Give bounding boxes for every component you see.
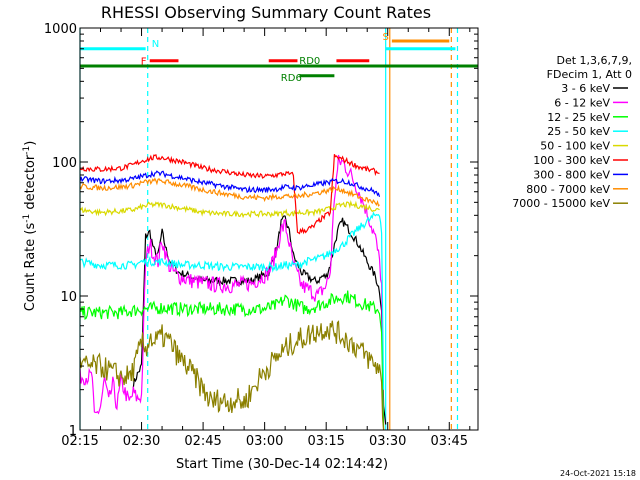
x-tick-label: 02:45 bbox=[184, 434, 221, 449]
legend-entry-label: 300 - 800 keV bbox=[533, 168, 610, 181]
x-tick-label: 03:45 bbox=[431, 434, 468, 449]
x-tick-label: 03:15 bbox=[307, 434, 344, 449]
x-axis-label: Start Time (30-Dec-14 02:14:42) bbox=[176, 457, 388, 472]
x-tick-label: 03:00 bbox=[246, 434, 283, 449]
legend-entry-label: 800 - 7000 keV bbox=[526, 183, 610, 196]
series-line-800-7000 bbox=[79, 177, 380, 207]
series-line-300-800 bbox=[79, 170, 381, 197]
flag-label-rd0: RD0 bbox=[299, 56, 320, 67]
legend-entry-label: 50 - 100 keV bbox=[540, 140, 610, 153]
series-line-25-50 bbox=[79, 211, 385, 390]
y-axis-label-sup1: -1 bbox=[22, 214, 32, 223]
legend-header-decimation: FDecim 1, Att 0 bbox=[547, 68, 632, 81]
y-tick-label: 1000 bbox=[44, 22, 77, 37]
y-tick-label: 1 bbox=[69, 424, 77, 439]
legend-entry-label: 12 - 25 keV bbox=[547, 111, 610, 124]
x-tick-label: 03:30 bbox=[369, 434, 406, 449]
y-axis-label: Count Rate (s-1 detector-1) bbox=[22, 141, 38, 312]
y-axis-label-end: ) bbox=[23, 141, 38, 146]
plot-area: NF RD0 RD6 S bbox=[79, 28, 478, 431]
x-tick-label: 02:30 bbox=[123, 434, 160, 449]
plot-frame bbox=[79, 27, 479, 431]
axes: 02:15 02:30 02:45 03:00 03:15 03:30 03:45 1 10 10… bbox=[44, 22, 479, 449]
chart-title: RHESSI Observing Summary Count Rates bbox=[101, 3, 431, 22]
legend-entry-label: 100 - 300 keV bbox=[533, 154, 610, 167]
legend-entry-label: 25 - 50 keV bbox=[547, 125, 610, 138]
flag-label-s: S bbox=[383, 32, 389, 43]
y-axis-label-mid: detector bbox=[23, 154, 38, 214]
series-line-12-25 bbox=[79, 290, 385, 431]
series-line-50-100 bbox=[79, 200, 380, 219]
y-tick-label: 100 bbox=[52, 156, 77, 171]
flag-label-f: F bbox=[141, 57, 147, 68]
legend-entry-label: 6 - 12 keV bbox=[554, 96, 610, 109]
legend-entry-label: 7000 - 15000 keV bbox=[512, 197, 610, 210]
legend-header-detectors: Det 1,3,6,7,9, bbox=[556, 54, 632, 67]
series-line-7000-15000 bbox=[79, 320, 385, 431]
y-axis-label-sup2: -1 bbox=[22, 146, 32, 155]
flag-label-rd6: RD6 bbox=[281, 73, 302, 84]
y-tick-label: 10 bbox=[60, 290, 77, 305]
legend: Det 1,3,6,7,9, FDecim 1, Att 0 3 - 6 keV… bbox=[512, 54, 632, 210]
footer-timestamp: 24-Oct-2021 15:18 bbox=[560, 469, 636, 478]
series-line-100-300 bbox=[80, 154, 380, 235]
flag-label-n: N bbox=[152, 39, 159, 50]
y-axis-label-main: Count Rate (s bbox=[23, 223, 38, 312]
series-line-6-12 bbox=[79, 154, 385, 431]
x-tick-label: 02:15 bbox=[61, 434, 98, 449]
legend-entry-label: 3 - 6 keV bbox=[561, 82, 610, 95]
